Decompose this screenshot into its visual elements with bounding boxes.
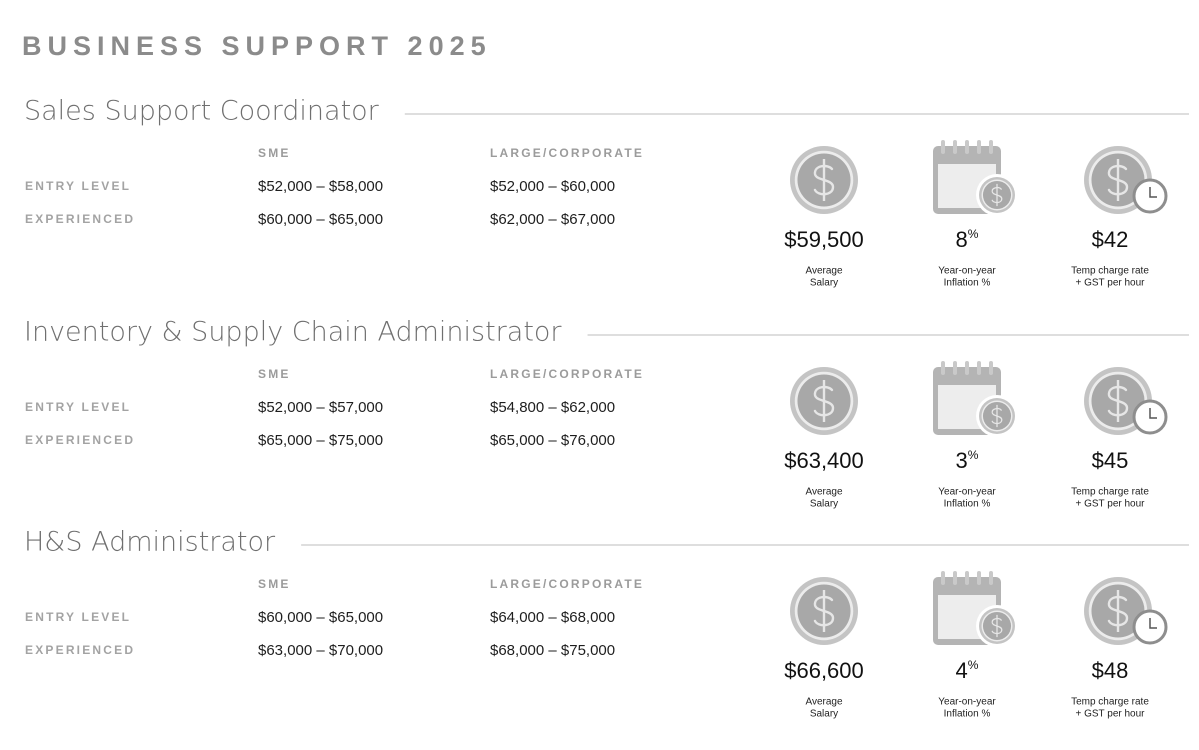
stat-label: + GST per hour [1075,278,1145,289]
column-header: LARGE/CORPORATE [490,367,644,381]
stat-label: Salary [810,278,838,289]
stat-value: 4% [956,658,979,683]
calendar-ring [989,140,993,154]
section: Sales Support Coordinator SME LARGE/CORPOR… [24,96,1189,289]
salary-range: $54,800 – $62,000 [490,399,615,416]
row-label: ENTRY LEVEL [25,179,131,193]
stat-number: $66,600 [784,658,864,683]
stat-label: Average [805,487,843,498]
row-label: ENTRY LEVEL [25,610,131,624]
column-header: LARGE/CORPORATE [490,577,644,591]
stat-unit: % [968,227,979,241]
clock-hands [1149,618,1157,629]
stat-label: Temp charge rate [1071,266,1149,277]
stat-label: Inflation % [944,499,991,510]
stat-value: $45 [1092,448,1129,473]
stat-unit: % [968,658,979,672]
stat-number: 4 [956,658,968,683]
section-title: Inventory & Supply Chain Administrator [24,317,562,348]
stat-label: Temp charge rate [1071,487,1149,498]
stat-value: 8% [956,227,979,252]
document-title: BUSINESS SUPPORT 2025 [22,31,492,61]
section: Inventory & Supply Chain Administrator SM… [24,317,1189,510]
salary-range: $63,000 – $70,000 [258,642,383,659]
stat-unit: % [968,448,979,462]
stat-number: $63,400 [784,448,864,473]
salary-range: $64,000 – $68,000 [490,609,615,626]
calendar-ring [965,571,969,585]
salary-range: $60,000 – $65,000 [258,609,383,626]
stat-value: $42 [1092,227,1129,252]
section-title: H&S Administrator [24,527,276,558]
salary-range: $65,000 – $76,000 [490,432,615,449]
calendar-ring [989,361,993,375]
stat-label: + GST per hour [1075,709,1145,720]
column-header: SME [258,146,291,160]
stat-label: Salary [810,499,838,510]
column-header: SME [258,367,291,381]
stat-number: $45 [1092,448,1129,473]
salary-range: $52,000 – $58,000 [258,178,383,195]
calendar-ring [989,571,993,585]
salary-range: $60,000 – $65,000 [258,211,383,228]
salary-range: $52,000 – $60,000 [490,178,615,195]
clock-hands [1149,187,1157,198]
calendar-ring [977,571,981,585]
calendar-ring [977,140,981,154]
calendar-ring [941,361,945,375]
stat-label: Average [805,266,843,277]
salary-range: $65,000 – $75,000 [258,432,383,449]
clock-hands [1149,408,1157,419]
stat-label: Salary [810,709,838,720]
calendar-ring [953,361,957,375]
stat-value: 3% [956,448,979,473]
salary-range: $68,000 – $75,000 [490,642,615,659]
stat-number: $59,500 [784,227,864,252]
row-label: EXPERIENCED [25,212,135,226]
salary-range: $52,000 – $57,000 [258,399,383,416]
stat-label: Temp charge rate [1071,697,1149,708]
column-header: LARGE/CORPORATE [490,146,644,160]
stat-label: Year-on-year [938,697,996,708]
salary-range: $62,000 – $67,000 [490,211,615,228]
calendar-ring [965,140,969,154]
column-header: SME [258,577,291,591]
row-label: EXPERIENCED [25,643,135,657]
calendar-ring [965,361,969,375]
stat-number: $48 [1092,658,1129,683]
stat-label: + GST per hour [1075,499,1145,510]
section-title: Sales Support Coordinator [24,96,380,127]
stat-label: Average [805,697,843,708]
calendar-ring [953,140,957,154]
stat-number: 3 [956,448,968,473]
section: H&S Administrator SME LARGE/CORPORATE ENTRY… [24,527,1189,720]
stat-value: $59,500 [784,227,864,252]
calendar-ring [941,140,945,154]
calendar-ring [941,571,945,585]
stat-number: 8 [956,227,968,252]
stat-label: Inflation % [944,278,991,289]
row-label: EXPERIENCED [25,433,135,447]
stat-value: $48 [1092,658,1129,683]
calendar-ring [977,361,981,375]
stat-value: $66,600 [784,658,864,683]
stat-label: Inflation % [944,709,991,720]
row-label: ENTRY LEVEL [25,400,131,414]
stat-label: Year-on-year [938,266,996,277]
calendar-ring [953,571,957,585]
stat-label: Year-on-year [938,487,996,498]
stat-number: $42 [1092,227,1129,252]
stat-value: $63,400 [784,448,864,473]
